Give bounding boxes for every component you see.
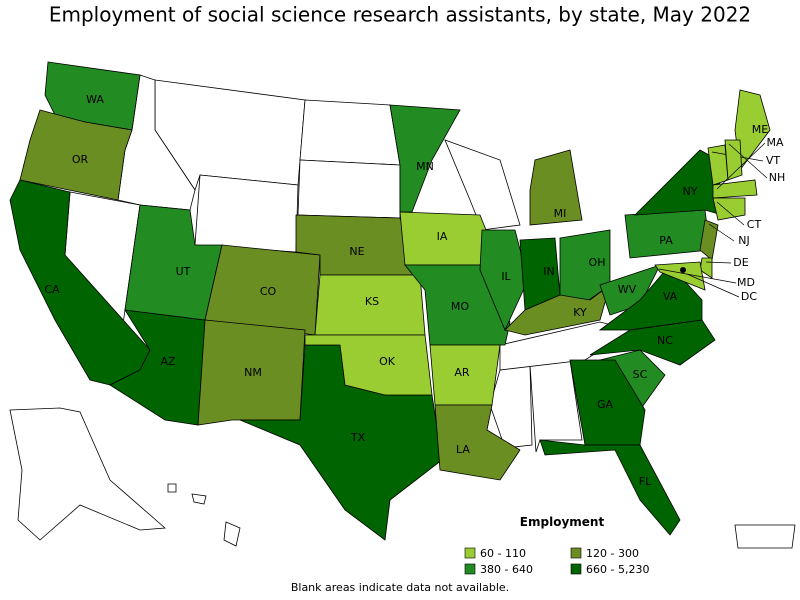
blank-state	[191, 493, 207, 505]
leader-line	[716, 201, 745, 226]
state-label: WV	[618, 283, 637, 296]
leader-line	[686, 273, 740, 298]
state-label: KY	[573, 306, 587, 319]
state	[479, 229, 529, 331]
blank-state	[299, 99, 401, 166]
state-label: UT	[176, 265, 191, 278]
state-label: FL	[639, 475, 652, 488]
legend-swatch	[570, 547, 582, 559]
blank-state	[167, 483, 177, 493]
note: Blank areas indicate data not available.	[291, 581, 509, 594]
state	[434, 404, 521, 481]
state-label: ME	[752, 123, 768, 136]
state-label: WA	[86, 93, 104, 106]
state	[569, 359, 646, 446]
legend-label: 120 - 300	[586, 547, 639, 560]
state-label: AZ	[160, 355, 176, 368]
blank-state	[194, 174, 299, 253]
state	[599, 264, 661, 316]
state	[724, 139, 743, 181]
state-label: DE	[733, 256, 748, 269]
leader-line	[705, 261, 732, 264]
state-label: CA	[44, 283, 60, 296]
no-data-states	[9, 74, 796, 549]
legend-swatch	[570, 563, 582, 575]
legend-swatch	[464, 547, 476, 559]
state-label: NM	[244, 366, 262, 379]
state-label: MI	[554, 207, 567, 220]
state	[654, 261, 706, 291]
state	[504, 283, 611, 336]
state-label: IA	[437, 230, 448, 243]
state-label: SC	[633, 368, 648, 381]
state-label: MN	[416, 160, 434, 173]
state-label: LA	[456, 443, 470, 456]
state-label: PA	[659, 234, 673, 247]
state	[304, 334, 433, 396]
state	[712, 179, 758, 199]
state-label: TX	[350, 431, 366, 444]
state	[19, 109, 133, 201]
states: WA OR CA AZ UT CO NM TX NE KS OK MN IA MO AR LA IL IN MI OH…	[9, 61, 786, 541]
state	[633, 149, 723, 216]
blank-state	[734, 524, 796, 549]
state-label: MA	[766, 136, 783, 149]
blank-state	[223, 521, 241, 547]
state-label: KS	[365, 295, 379, 308]
state-label: NJ	[738, 234, 749, 247]
state	[389, 104, 461, 213]
state-label: GA	[597, 398, 614, 411]
state-label: VT	[766, 154, 781, 167]
state-label: CO	[260, 285, 277, 298]
state-label: AR	[454, 366, 470, 379]
state	[529, 149, 583, 226]
state-label: IN	[543, 265, 554, 278]
state-label: OR	[72, 153, 89, 166]
state	[734, 89, 771, 172]
state	[712, 197, 746, 221]
state-label: CT	[747, 218, 762, 231]
state-label: NY	[683, 185, 698, 198]
legend-label: 60 - 110	[480, 547, 526, 560]
state	[539, 439, 681, 536]
state-label: MD	[737, 276, 755, 289]
legend-title: Employment	[520, 515, 605, 529]
legend-label: 380 - 640	[480, 563, 533, 576]
state-label: NC	[657, 334, 673, 347]
state-label: MO	[451, 300, 469, 313]
state	[559, 229, 611, 306]
state-label: NH	[769, 171, 786, 184]
title: Employment of social science research as…	[49, 3, 751, 27]
state-label: OK	[379, 355, 396, 368]
leader-line	[728, 143, 768, 179]
leader-line	[658, 268, 737, 284]
state-label: IL	[501, 270, 511, 283]
state-label: VA	[663, 290, 678, 303]
legend-swatch	[464, 563, 476, 575]
blank-state	[444, 139, 521, 231]
state-label: OH	[589, 256, 606, 269]
state	[680, 267, 686, 273]
leader-line	[708, 223, 735, 242]
legend: Employment 60 - 110 120 - 300 380 - 640 660…	[464, 515, 649, 576]
legend-label: 660 - 5,230	[586, 563, 649, 576]
state-label: DC	[741, 290, 757, 303]
blank-state	[9, 407, 166, 541]
state-label: NE	[349, 245, 364, 258]
leader-line	[716, 142, 766, 190]
blank-state	[297, 159, 401, 219]
